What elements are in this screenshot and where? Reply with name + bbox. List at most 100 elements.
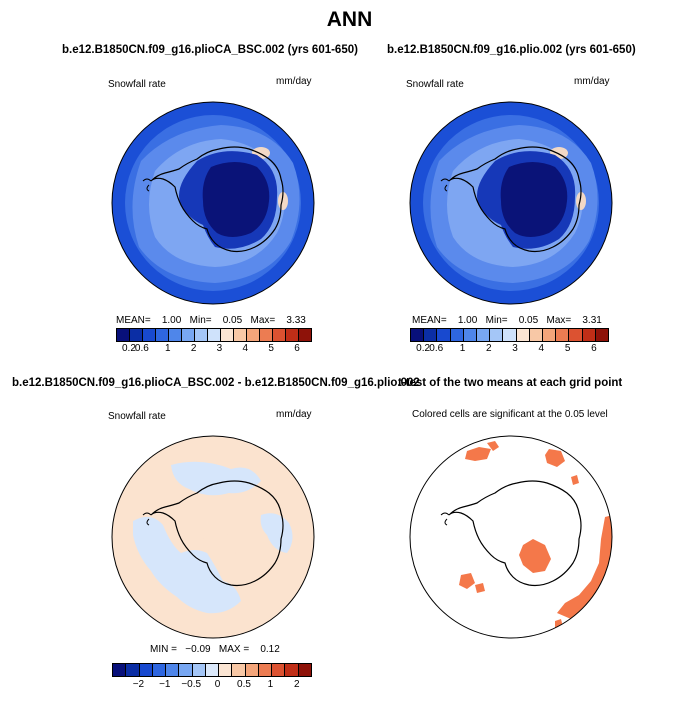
map-border xyxy=(409,101,613,305)
panel2-colorbar-ticks: 0.2 0.6 1 2 3 4 5 6 xyxy=(410,343,607,355)
colorbar-swatch xyxy=(221,329,234,341)
colorbar-tick-label: 2 xyxy=(190,343,197,354)
colorbar-swatch xyxy=(182,329,195,341)
panel3-units-label: mm/day xyxy=(276,409,312,420)
colorbar-swatch xyxy=(169,329,182,341)
colorbar-swatch xyxy=(156,329,169,341)
colorbar-swatch xyxy=(126,664,140,676)
panel1-stats: MEAN= 1.00 Min= 0.05 Max= 3.33 xyxy=(116,315,306,326)
panel2-title: b.e12.B1850CN.f09_g16.plio.002 (yrs 601-… xyxy=(387,44,636,56)
colorbar-tick-label: 6 xyxy=(294,343,300,354)
panel3-map xyxy=(111,435,315,639)
colorbar-tick-label: 5 xyxy=(564,343,571,354)
negative-region xyxy=(133,516,241,614)
colorbar-swatch xyxy=(258,664,273,676)
panel1-title: b.e12.B1850CN.f09_g16.plioCA_BSC.002 (yr… xyxy=(62,44,358,56)
colorbar-swatch xyxy=(234,329,247,341)
colorbar-tick-label: 6 xyxy=(591,343,597,354)
panel1-units-label: mm/day xyxy=(276,76,312,87)
panel1-colorbar-ticks: 0.2 0.6 1 2 3 4 5 6 xyxy=(116,343,310,355)
panel4-map xyxy=(409,435,613,639)
colorbar-swatch xyxy=(152,664,167,676)
colorbar-tick-label: 0.2 xyxy=(416,343,431,354)
figure-title: ANN xyxy=(326,8,373,31)
colorbar-tick-label: −0.5 xyxy=(181,679,202,690)
colorbar-tick-label: 0.5 xyxy=(237,679,251,690)
panel2-variable-label: Snowfall rate xyxy=(406,79,464,90)
colorbar-swatch xyxy=(232,664,246,676)
colorbar-swatch xyxy=(490,329,504,341)
colorbar-swatch xyxy=(179,664,193,676)
positive-region xyxy=(203,534,236,558)
colorbar-tick-label: 0.6 xyxy=(429,343,444,354)
colorbar-tick-label: 4 xyxy=(242,343,249,354)
colorbar-tick-label: 3 xyxy=(216,343,223,354)
panel1-map xyxy=(111,101,315,305)
panel3-variable-label: Snowfall rate xyxy=(108,411,166,422)
panel1-variable-label: Snowfall rate xyxy=(108,79,166,90)
colorbar-tick-label: −2 xyxy=(132,679,145,690)
map-border xyxy=(111,435,315,639)
colorbar-tick-label: 1 xyxy=(267,679,274,690)
colorbar-swatch xyxy=(143,329,156,341)
peninsula-islands xyxy=(142,178,152,192)
colorbar-swatch xyxy=(219,664,233,676)
colorbar-tick-label: −1 xyxy=(159,679,171,690)
colorbar-swatch xyxy=(286,329,299,341)
panel3-colorbar-ticks: −2 −1 −0.5 0 0.5 1 2 xyxy=(112,679,310,691)
colorbar-swatch xyxy=(556,329,570,341)
colorbar-swatch xyxy=(437,329,451,341)
colorbar-swatch xyxy=(569,329,583,341)
panel4-title: t-test of the two means at each grid poi… xyxy=(398,377,623,389)
colorbar-swatch xyxy=(582,329,596,341)
colorbar-swatch xyxy=(543,329,557,341)
panel4-subtitle: Colored cells are significant at the 0.0… xyxy=(412,409,608,420)
colorbar-tick-label: 4 xyxy=(538,343,545,354)
colorbar-tick-label: 0.6 xyxy=(134,343,149,354)
panel2-colorbar xyxy=(410,328,609,342)
colorbar-tick-label: 1 xyxy=(459,343,466,354)
colorbar-swatch xyxy=(113,664,127,676)
map-border xyxy=(409,435,613,639)
colorbar-tick-label: 5 xyxy=(268,343,274,354)
panel1-colorbar xyxy=(116,328,312,342)
colorbar-swatch xyxy=(298,664,311,676)
panel3-stats: MIN = −0.09 MAX = 0.12 xyxy=(150,644,280,655)
colorbar-swatch xyxy=(245,664,259,676)
colorbar-swatch xyxy=(516,329,530,341)
peninsula-islands xyxy=(142,512,152,526)
panel3-title: b.e12.B1850CN.f09_g16.plioCA_BSC.002 - b… xyxy=(12,377,420,389)
colorbar-swatch xyxy=(117,329,130,341)
colorbar-swatch xyxy=(450,329,464,341)
colorbar-swatch xyxy=(208,329,221,341)
peninsula-islands xyxy=(440,512,450,526)
colorbar-tick-label: 2 xyxy=(486,343,492,354)
plateau-core xyxy=(500,162,568,237)
map-border xyxy=(111,101,315,305)
negative-region xyxy=(171,461,261,496)
colorbar-swatch xyxy=(299,329,311,341)
colorbar-tick-label: 1 xyxy=(164,343,171,354)
colorbar-swatch xyxy=(477,329,491,341)
colorbar-swatch xyxy=(463,329,478,341)
colorbar-tick-label: 0 xyxy=(214,679,221,690)
plateau-core xyxy=(202,162,270,237)
colorbar-swatch xyxy=(139,664,153,676)
panel2-stats: MEAN= 1.00 Min= 0.05 Max= 3.31 xyxy=(412,315,602,326)
colorbar-swatch xyxy=(192,664,206,676)
negative-region xyxy=(260,513,293,553)
colorbar-swatch xyxy=(529,329,544,341)
colorbar-tick-label: 3 xyxy=(512,343,518,354)
colorbar-swatch xyxy=(272,664,286,676)
colorbar-swatch xyxy=(503,329,517,341)
colorbar-tick-label: 2 xyxy=(294,679,300,690)
colorbar-swatch xyxy=(166,664,180,676)
colorbar-swatch xyxy=(195,329,208,341)
colorbar-swatch xyxy=(411,329,425,341)
panel2-units-label: mm/day xyxy=(574,76,610,87)
colorbar-tick-label: 0.2 xyxy=(121,343,136,354)
colorbar-swatch xyxy=(260,329,273,341)
colorbar-swatch xyxy=(205,664,220,676)
peninsula-islands xyxy=(440,178,450,192)
colorbar-swatch xyxy=(130,329,143,341)
